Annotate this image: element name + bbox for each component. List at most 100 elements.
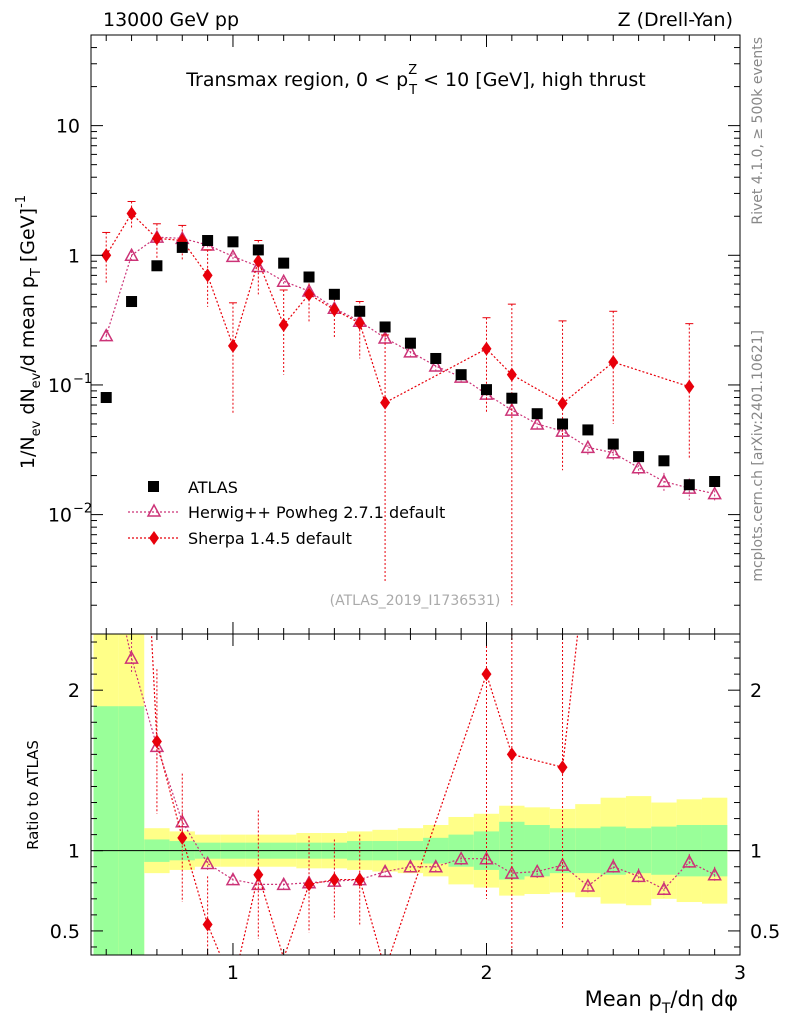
herwig-ratio-point [276, 876, 291, 891]
legend-marker-atlas [148, 481, 159, 492]
sherpa-ratio-point [177, 830, 188, 845]
legend-marker-sherpa [149, 531, 159, 545]
sherpa-point [227, 338, 238, 353]
legend-label-herwig: Herwig++ Powheg 2.7.1 default [188, 503, 445, 522]
main-title-sub: T [408, 83, 417, 98]
herwig-point [529, 416, 545, 430]
atlas-point [709, 476, 721, 488]
herwig-ratio-point [707, 867, 722, 881]
sherpa-point [304, 287, 315, 302]
sherpa-point [278, 317, 289, 332]
herwig-ratio-point [124, 650, 139, 664]
herwig-point [580, 439, 596, 454]
herwig-ratio-point [453, 851, 469, 865]
herwig-point [124, 247, 139, 262]
herwig-point [98, 328, 114, 342]
main-title-pre: Transmax region, 0 < p [185, 69, 408, 91]
herwig-ratio-point [428, 859, 444, 873]
side-ref-label: mcplots.cern.ch [arXiv:2401.10621] [750, 330, 766, 582]
herwig-point [504, 402, 520, 416]
herwig-ratio-point [656, 881, 672, 895]
herwig-point [707, 486, 722, 500]
herwig-point [605, 445, 621, 459]
atlas-point [227, 236, 239, 248]
atlas-point [557, 418, 569, 430]
herwig-point [631, 460, 646, 474]
sherpa-ratio-point [202, 917, 213, 932]
herwig-ratio-point [377, 863, 393, 878]
main-y-tick-label: 10 [48, 505, 72, 527]
atlas-point [379, 321, 391, 333]
atlas-point [607, 438, 619, 450]
atlas-point [430, 352, 442, 364]
legend-label-sherpa: Sherpa 1.4.5 default [188, 529, 352, 548]
atlas-point [404, 337, 416, 349]
herwig-ratio-point [631, 868, 646, 883]
ratio-y-tick-label-left: 1 [68, 841, 80, 863]
main-y-tick-label: 10 [48, 375, 72, 397]
sherpa-point [481, 341, 492, 356]
ratio-frame [90, 633, 741, 956]
x-axis-label: Mean pT/dη dφ [585, 987, 738, 1017]
sherpa-point [329, 302, 340, 317]
sherpa-point [684, 379, 695, 394]
atlas-point [328, 288, 340, 300]
main-series [98, 200, 722, 606]
sherpa-point [380, 395, 391, 410]
atlas-point [506, 392, 518, 404]
sherpa-line [105, 212, 690, 405]
atlas-point [252, 244, 264, 256]
main-y-tick-exponent: −1 [73, 372, 92, 387]
atlas-point [480, 384, 492, 396]
band-inner-0 [93, 706, 119, 955]
header-right: Z (Drell-Yan) [618, 9, 733, 31]
main-y-tick-label: 1 [68, 245, 80, 267]
sherpa-ratio-point [151, 734, 162, 749]
x-tick-label: 3 [734, 962, 746, 984]
x-tick-label: 1 [227, 962, 239, 984]
atlas-point [531, 408, 543, 420]
herwig-ratio-point [149, 738, 165, 753]
herwig-ratio-point [225, 871, 241, 886]
herwig-ratio-point [403, 859, 418, 873]
atlas-point [176, 241, 188, 253]
herwig-ratio-point [580, 878, 596, 892]
main-ylabel: 1/Nev dNev/d mean pT [GeV]-1 [14, 195, 44, 469]
legend-marker-herwig [146, 503, 162, 517]
herwig-point [276, 273, 291, 288]
side-version-label: Rivet 4.1.0, ≥ 500k events [750, 37, 766, 225]
header-left: 13000 GeV pp [103, 9, 239, 31]
ratio-y-tick-label-right: 1 [750, 841, 762, 863]
herwig-point [251, 258, 266, 273]
ratio-y-tick-label-left: 2 [68, 680, 80, 702]
x-tick-label: 2 [480, 962, 492, 984]
ratio-uncertainty-bands [93, 634, 728, 955]
sherpa-point [151, 231, 162, 246]
sherpa-ratio-point [304, 877, 315, 892]
ratio-y-tick-label-left: 0.5 [50, 921, 80, 943]
sherpa-point [354, 316, 365, 331]
sherpa-point [557, 396, 568, 411]
watermark: (ATLAS_2019_I1736531) [330, 593, 501, 609]
legend: ATLAS Herwig++ Powheg 2.7.1 default Sher… [128, 478, 445, 548]
ratio-ylabel: Ratio to ATLAS [24, 740, 42, 850]
herwig-point [555, 423, 570, 437]
sherpa-ratio-point [481, 667, 492, 682]
atlas-point [202, 235, 214, 247]
sherpa-point [608, 355, 619, 370]
atlas-point [303, 271, 315, 283]
ratio-y-tick-label-right: 2 [750, 680, 762, 702]
herwig-ratio-point [605, 859, 621, 873]
sherpa-ratio-group [150, 634, 579, 955]
atlas-point [658, 455, 670, 467]
main-title: Transmax region, 0 < pZ T < 10 [GeV], hig… [185, 63, 646, 98]
herwig-ratio-point [200, 855, 215, 870]
sherpa-ratio-point [253, 867, 264, 882]
sherpa-point [253, 254, 264, 269]
sherpa-point [126, 206, 137, 221]
atlas-point [582, 424, 594, 436]
main-title-post: < 10 [GeV], high thrust [417, 69, 646, 91]
sherpa-point [506, 367, 517, 382]
atlas-point [100, 392, 112, 404]
